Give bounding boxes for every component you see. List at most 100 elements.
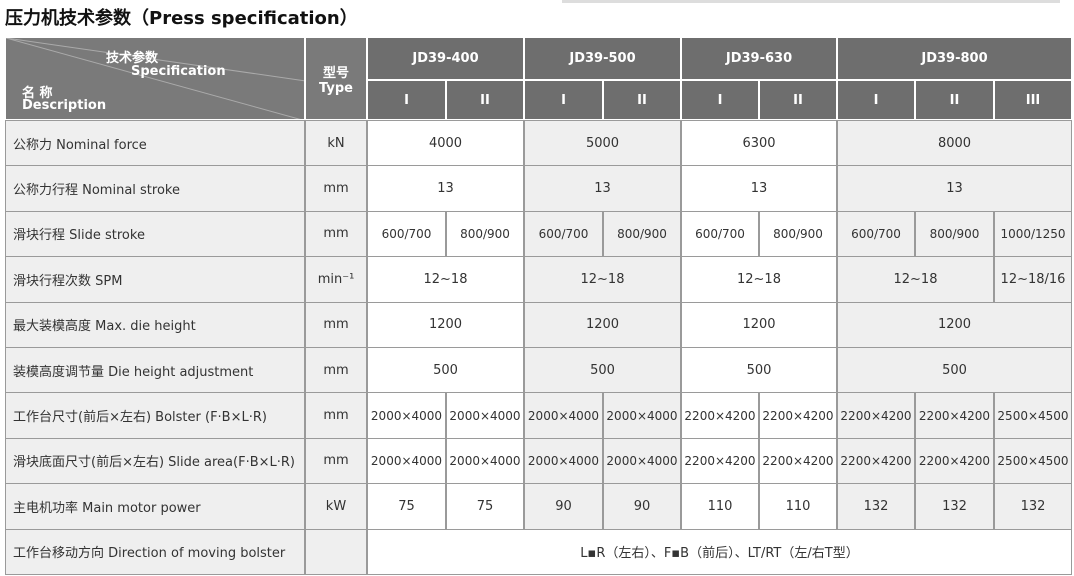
cell: 2200×4200 <box>759 437 837 485</box>
cell: 2200×4200 <box>759 392 837 439</box>
header-text: Specification <box>131 64 226 79</box>
cell: 13 <box>367 165 524 212</box>
model: JD39-630 <box>681 37 837 80</box>
model: JD39-800 <box>837 37 1072 80</box>
cell: 110 <box>759 483 837 530</box>
model: JD39-400 <box>367 37 524 80</box>
cell: 2000×4000 <box>603 437 681 485</box>
cell: 2200×4200 <box>681 392 759 439</box>
cell: 13 <box>681 165 837 212</box>
cell: 2000×4000 <box>603 392 681 439</box>
cell: 75 <box>446 483 524 530</box>
cell: 2000×4000 <box>524 392 603 439</box>
cell: 2500×4500 <box>994 437 1072 485</box>
row-unit: mm <box>305 301 367 348</box>
cell: 800/900 <box>915 210 994 258</box>
row-label: 装模高度调节量 Die height adjustment <box>5 347 305 394</box>
cell: 4000 <box>367 120 524 167</box>
row-label: 公称力 Nominal force <box>5 120 305 167</box>
cell: 2000×4000 <box>367 392 446 439</box>
cell: 12~18 <box>367 256 524 303</box>
header-corner: 技术参数 Specification 名 称 Description <box>5 37 305 120</box>
row-unit: mm <box>305 437 367 485</box>
row-unit: mm <box>305 347 367 394</box>
top-bar <box>562 0 1060 3</box>
header-text: 名 称 <box>22 86 53 101</box>
row-unit: min⁻¹ <box>305 256 367 303</box>
cell: 1000/1250 <box>994 210 1072 258</box>
cell: 600/700 <box>367 210 446 258</box>
cell: 800/900 <box>759 210 837 258</box>
cell: L▪R（左右）、F▪B（前后）、LT/RT（左/右T型） <box>367 528 1072 575</box>
cell: 132 <box>837 483 915 530</box>
cell: 600/700 <box>524 210 603 258</box>
cell: 2000×4000 <box>367 437 446 485</box>
cell: 90 <box>603 483 681 530</box>
cell: 75 <box>367 483 446 530</box>
row-label: 工作台移动方向 Direction of moving bolster <box>5 528 305 575</box>
row-label: 工作台尺寸(前后×左右) Bolster (F·B×L·R) <box>5 392 305 439</box>
row-label: 最大装模高度 Max. die height <box>5 301 305 348</box>
cell: 2200×4200 <box>915 392 994 439</box>
row-unit: mm <box>305 165 367 212</box>
cell: 2200×4200 <box>915 437 994 485</box>
row-label: 滑块行程次数 SPM <box>5 256 305 303</box>
row-label: 主电机功率 Main motor power <box>5 483 305 530</box>
cell: 500 <box>837 347 1072 394</box>
variant: III <box>994 80 1072 120</box>
variant: I <box>367 80 446 120</box>
header-type: 型号 Type <box>305 37 367 120</box>
title: 压力机技术参数（Press specification） <box>5 8 358 29</box>
cell: 800/900 <box>446 210 524 258</box>
cell: 500 <box>681 347 837 394</box>
header-text: 型号 <box>322 65 349 81</box>
cell: 1200 <box>837 301 1072 348</box>
cell: 12~18/16 <box>994 256 1072 303</box>
cell: 600/700 <box>681 210 759 258</box>
row-unit: mm <box>305 392 367 439</box>
cell: 13 <box>524 165 681 212</box>
cell: 500 <box>524 347 681 394</box>
cell: 2000×4000 <box>446 392 524 439</box>
row-unit: mm <box>305 210 367 258</box>
header-text: 技术参数 <box>106 51 159 66</box>
cell: 500 <box>367 347 524 394</box>
cell: 1200 <box>681 301 837 348</box>
cell: 12~18 <box>524 256 681 303</box>
cell: 2500×4500 <box>994 392 1072 439</box>
row-unit: kW <box>305 483 367 530</box>
header-text: Description <box>22 98 107 113</box>
cell: 1200 <box>367 301 524 348</box>
cell: 13 <box>837 165 1072 212</box>
row-label: 公称力行程 Nominal stroke <box>5 165 305 212</box>
cell: 12~18 <box>837 256 994 303</box>
row-label: 滑块底面尺寸(前后×左右) Slide area(F·B×L·R) <box>5 437 305 485</box>
cell: 2200×4200 <box>681 437 759 485</box>
variant: II <box>446 80 524 120</box>
cell: 132 <box>915 483 994 530</box>
variant: II <box>759 80 837 120</box>
cell: 8000 <box>837 120 1072 167</box>
variant: II <box>915 80 994 120</box>
cell: 2000×4000 <box>524 437 603 485</box>
cell: 1200 <box>524 301 681 348</box>
model: JD39-500 <box>524 37 681 80</box>
cell: 2000×4000 <box>446 437 524 485</box>
row-unit <box>305 528 367 575</box>
variant: I <box>524 80 603 120</box>
cell: 132 <box>994 483 1072 530</box>
cell: 600/700 <box>837 210 915 258</box>
variant: I <box>837 80 915 120</box>
cell: 5000 <box>524 120 681 167</box>
cell: 12~18 <box>681 256 837 303</box>
row-unit: kN <box>305 120 367 167</box>
cell: 6300 <box>681 120 837 167</box>
cell: 110 <box>681 483 759 530</box>
header-text: Type <box>319 80 353 96</box>
cell: 2200×4200 <box>837 437 915 485</box>
diagonals <box>6 38 304 119</box>
variant: II <box>603 80 681 120</box>
cell: 800/900 <box>603 210 681 258</box>
cell: 2200×4200 <box>837 392 915 439</box>
